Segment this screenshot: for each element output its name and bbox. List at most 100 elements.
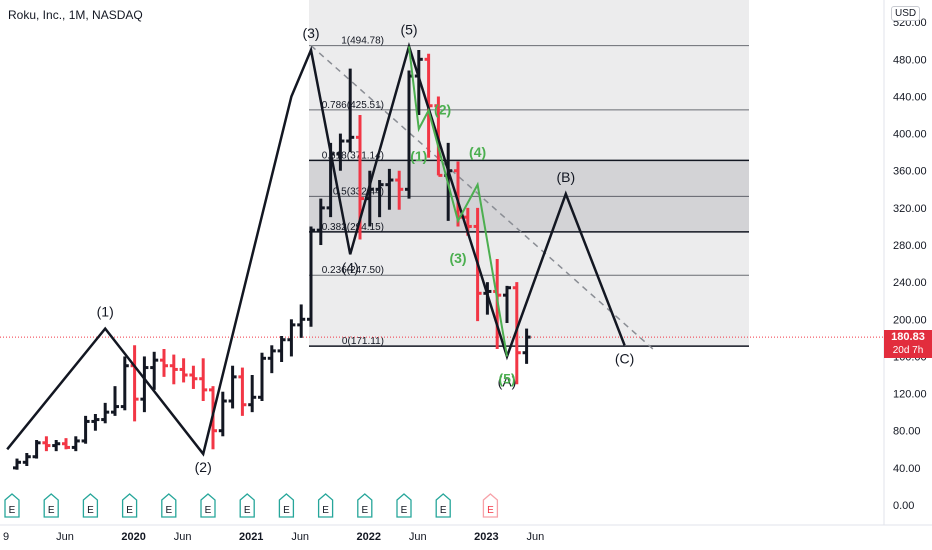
wave-label: (4) (342, 259, 359, 275)
ohlc-bar (277, 336, 286, 363)
ohlc-bar (140, 356, 149, 413)
currency-button[interactable]: USD (891, 6, 921, 21)
ohlc-bar (111, 386, 119, 416)
earnings-event-icon[interactable]: E (161, 493, 177, 518)
ohlc-bar (13, 458, 21, 470)
event-letter: E (87, 505, 94, 516)
event-badge (239, 493, 255, 518)
sub-wave-label: (1) (410, 148, 427, 164)
elliott-wave-lines[interactable] (6, 41, 626, 457)
ohlc-bar (258, 352, 266, 402)
earnings-event-icon[interactable]: E (278, 493, 295, 518)
event-letter: E (361, 505, 368, 516)
ohlc-bar (336, 133, 345, 171)
last-price-value: 180.83 (891, 331, 925, 344)
event-badge (121, 493, 138, 518)
event-badge (82, 493, 99, 518)
earnings-event-icon[interactable]: E (43, 493, 59, 518)
event-letter: E (487, 505, 494, 516)
sub-wave-label: (2) (434, 101, 451, 117)
fibonacci-levels: 1(494.78) 0.786(425.51) 0.618(371.14) 0.5(3… (309, 36, 749, 347)
wave-label: (B) (556, 169, 575, 185)
earnings-event-icon[interactable]: E (435, 493, 451, 518)
time-tick-label: Jun (291, 531, 309, 543)
wave-label: (1) (97, 304, 114, 320)
earnings-event-icon[interactable]: E (357, 493, 373, 518)
ohlc-bar (101, 402, 110, 424)
time-tick-label: Jun (174, 531, 192, 543)
price-tick-label: 480.00 (893, 54, 927, 66)
earnings-event-icon[interactable]: E (200, 493, 216, 518)
ohlc-bar (297, 304, 306, 338)
price-tick-label: 440.00 (893, 91, 927, 103)
earnings-event-icon[interactable]: E (121, 493, 138, 518)
time-tick-label: 2023 (474, 531, 498, 543)
ohlc-bar (218, 391, 227, 437)
event-badge (43, 493, 59, 518)
price-axis[interactable]: 0.0040.0080.00120.00160.00200.00240.0028… (883, 0, 927, 525)
time-tick-label: 2022 (357, 531, 381, 543)
elliott-wave-labels: (1)(2)(3)(4)(5)(A)(B)(C)(2)(1) (4)(3)(5) (97, 21, 635, 475)
fib-label: 0(171.11) (342, 336, 384, 347)
earnings-event-icon[interactable]: E (482, 493, 499, 518)
time-tick-label: Jun (409, 531, 427, 543)
price-tick-label: 360.00 (893, 166, 927, 178)
ohlc-bar (160, 349, 168, 377)
wave-label: (3) (302, 25, 319, 41)
price-tick-label: 240.00 (893, 277, 927, 289)
earnings-event-icon[interactable]: E (82, 493, 99, 518)
ohlc-bar (385, 168, 394, 210)
ohlc-bar (503, 285, 511, 324)
event-letter: E (283, 505, 290, 516)
event-letter: E (205, 505, 212, 516)
earnings-event-icon[interactable]: E (4, 493, 20, 518)
event-letter: E (126, 505, 133, 516)
wave-label: (C) (615, 350, 634, 366)
bar-countdown: 20d 7h (892, 345, 924, 357)
ohlc-bar (228, 365, 237, 409)
price-tick-label: 80.00 (893, 426, 921, 438)
time-tick-label: 2021 (239, 531, 263, 543)
ohlc-bar (248, 375, 257, 413)
ohlc-bar (346, 68, 355, 153)
event-badge (357, 493, 373, 518)
ohlc-bar (120, 356, 129, 411)
event-letter: E (322, 505, 329, 516)
price-tick-label: 280.00 (893, 240, 927, 252)
ohlc-bar (91, 414, 100, 431)
wave-label: (5) (400, 21, 417, 37)
time-axis[interactable]: 9 Jun 2020 Jun 2021 Jun 2022 Jun 2023 Jun (0, 524, 932, 543)
price-tick-label: 120.00 (893, 389, 927, 401)
symbol-title: Roku, Inc., 1M, NASDAQ (8, 8, 143, 22)
ohlc-bar (395, 170, 404, 210)
last-price-tag: 180.83 20d 7h (884, 330, 932, 359)
fib-label: 0.618(371.14) (322, 150, 384, 161)
event-letter: E (244, 505, 251, 516)
wave-label: (2) (195, 459, 212, 475)
price-tick-label: 200.00 (893, 314, 927, 326)
event-letter: E (165, 505, 172, 516)
ohlc-bar (512, 282, 521, 385)
ohlc-bar (199, 358, 208, 402)
time-tick-label: Jun (527, 531, 545, 543)
event-letter: E (401, 505, 408, 516)
event-badge (435, 493, 451, 518)
fib-label: 0.382(294.15) (322, 222, 384, 233)
sub-wave-label: (4) (469, 144, 486, 160)
event-badge (317, 493, 334, 518)
ohlc-bar (169, 354, 178, 385)
earnings-event-icon[interactable]: E (396, 493, 412, 518)
ohlc-bar (130, 345, 139, 422)
ohlc-bar (307, 226, 315, 327)
earnings-event-icon[interactable]: E (317, 493, 334, 518)
price-tick-label: 40.00 (893, 463, 921, 475)
sub-wave-label: (3) (449, 250, 466, 266)
earnings-event-icon[interactable]: E (239, 493, 255, 518)
fib-label: 1(494.78) (341, 36, 384, 47)
ohlc-bar (238, 367, 247, 416)
ohlc-bar (52, 440, 61, 452)
event-letter: E (9, 505, 16, 516)
ohlc-bar (522, 328, 531, 364)
